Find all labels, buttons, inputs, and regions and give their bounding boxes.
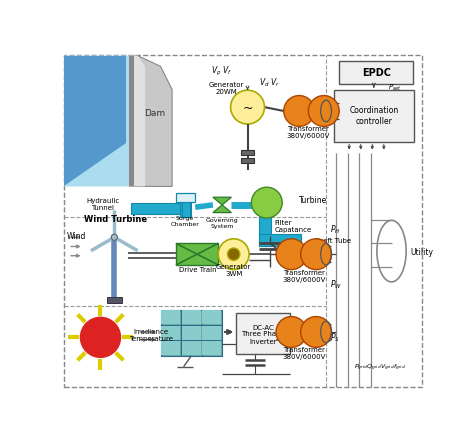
Circle shape bbox=[231, 91, 264, 125]
Bar bbox=[202, 311, 221, 325]
Bar bbox=[182, 326, 201, 340]
Text: $P_{set}$: $P_{set}$ bbox=[388, 83, 401, 93]
Circle shape bbox=[276, 317, 307, 348]
Text: Drive Train: Drive Train bbox=[179, 266, 216, 272]
Bar bbox=[107, 298, 122, 304]
Circle shape bbox=[111, 235, 118, 241]
Text: $P_S$: $P_S$ bbox=[330, 331, 340, 343]
Bar bbox=[259, 235, 301, 247]
Polygon shape bbox=[130, 57, 172, 187]
Text: Wind: Wind bbox=[66, 232, 86, 240]
Text: ~: ~ bbox=[242, 101, 253, 114]
Polygon shape bbox=[130, 57, 145, 187]
Text: Transformer
380V/6000V: Transformer 380V/6000V bbox=[282, 270, 326, 283]
Bar bbox=[202, 326, 221, 340]
Bar bbox=[182, 341, 201, 355]
Bar bbox=[131, 204, 182, 215]
Circle shape bbox=[301, 239, 331, 270]
Bar bbox=[180, 202, 191, 218]
Bar bbox=[334, 91, 414, 142]
Text: Surge
Chamber: Surge Chamber bbox=[171, 215, 200, 226]
Text: Turbine: Turbine bbox=[299, 196, 328, 205]
Bar bbox=[241, 159, 255, 163]
Text: $P_{grid}Q_{grid}V_{grid}f_{grid}$: $P_{grid}Q_{grid}V_{grid}f_{grid}$ bbox=[354, 362, 406, 372]
Text: EPDC: EPDC bbox=[362, 68, 391, 78]
Bar bbox=[161, 311, 180, 325]
Bar bbox=[202, 341, 221, 355]
Bar bbox=[176, 193, 195, 202]
Text: $V_d\ V_r$: $V_d\ V_r$ bbox=[259, 76, 280, 89]
Bar bbox=[182, 311, 201, 325]
Text: Utility: Utility bbox=[411, 247, 434, 256]
Text: $P_H$: $P_H$ bbox=[330, 223, 340, 236]
Text: DC-AC
Three Phase
Inverter: DC-AC Three Phase Inverter bbox=[241, 324, 284, 344]
Polygon shape bbox=[64, 57, 168, 187]
Bar bbox=[161, 326, 180, 340]
Bar bbox=[236, 314, 290, 354]
Text: Generator
20WM: Generator 20WM bbox=[208, 81, 244, 94]
Bar bbox=[339, 62, 413, 85]
Text: Coordination
controller: Coordination controller bbox=[349, 106, 399, 125]
Bar bbox=[161, 341, 180, 355]
Text: Draft Tube: Draft Tube bbox=[315, 237, 351, 243]
Text: Governing
System: Governing System bbox=[206, 218, 238, 229]
Circle shape bbox=[284, 96, 315, 127]
Bar bbox=[241, 151, 255, 155]
Text: $P_W$: $P_W$ bbox=[330, 278, 342, 291]
Circle shape bbox=[251, 188, 282, 219]
Text: Irradiance
Temperature: Irradiance Temperature bbox=[129, 328, 173, 341]
Polygon shape bbox=[213, 198, 231, 205]
Circle shape bbox=[81, 318, 120, 357]
Bar bbox=[161, 310, 222, 356]
Circle shape bbox=[228, 248, 240, 261]
Circle shape bbox=[276, 239, 307, 270]
Circle shape bbox=[301, 317, 331, 348]
Bar bbox=[176, 244, 219, 265]
Circle shape bbox=[219, 239, 249, 270]
Text: Filter
Capatance: Filter Capatance bbox=[274, 220, 312, 233]
Polygon shape bbox=[64, 57, 126, 187]
Text: Wind Turbine: Wind Turbine bbox=[83, 215, 146, 224]
Text: Generator
3WM: Generator 3WM bbox=[216, 264, 251, 276]
Text: Hydraulic
Tunnel: Hydraulic Tunnel bbox=[86, 198, 119, 210]
Text: Dam: Dam bbox=[144, 109, 165, 118]
Circle shape bbox=[309, 96, 339, 127]
Bar bbox=[259, 218, 272, 247]
Bar bbox=[182, 201, 190, 218]
Text: Transformer
380V/6000V: Transformer 380V/6000V bbox=[287, 126, 330, 139]
Polygon shape bbox=[213, 205, 231, 213]
Text: Transformer
380V/6000V: Transformer 380V/6000V bbox=[282, 346, 326, 360]
Polygon shape bbox=[129, 57, 134, 187]
Text: $V_p\ V_f$: $V_p\ V_f$ bbox=[210, 64, 232, 78]
